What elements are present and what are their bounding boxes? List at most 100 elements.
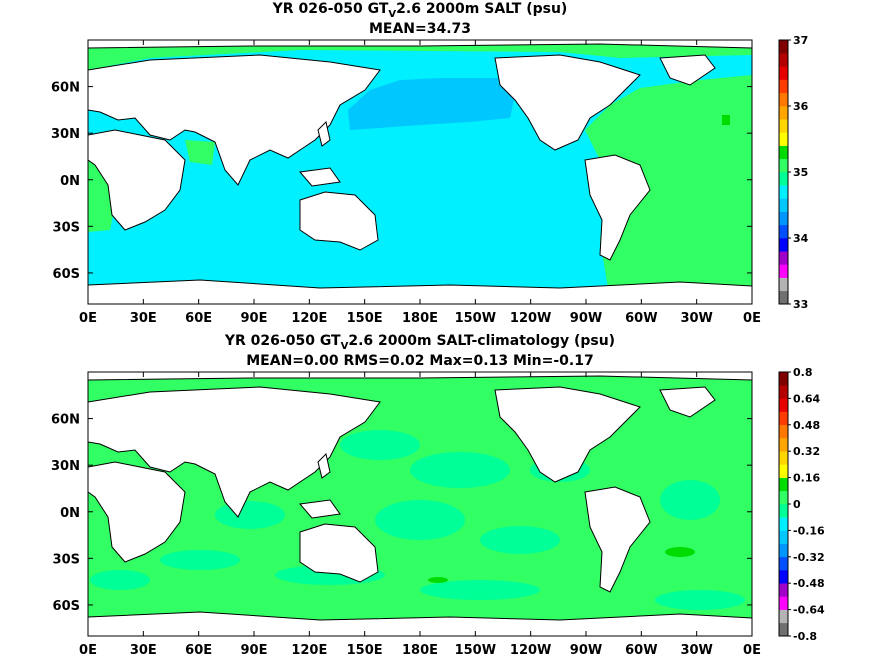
colorbar-swatch <box>779 290 788 305</box>
x-tick-label: 120E <box>291 643 327 658</box>
colorbar-swatch <box>779 451 788 465</box>
colorbar-swatch <box>779 570 788 584</box>
y-tick-label: 0N <box>60 506 80 521</box>
colorbar-swatch <box>779 385 788 399</box>
panel-subtitle: MEAN=0.00 RMS=0.02 Max=0.13 Min=-0.17 <box>246 353 593 369</box>
x-tick-label: 90W <box>570 311 602 326</box>
map-area <box>88 40 752 304</box>
colorbar-tick-label: 0.48 <box>793 419 820 432</box>
colorbar-swatch <box>779 251 788 265</box>
colorbar-swatch <box>779 583 788 597</box>
x-tick-label: 120W <box>510 643 551 658</box>
colorbar-swatch <box>779 490 788 505</box>
field-region-atlantic <box>585 75 752 300</box>
colorbar-tick-label: 35 <box>793 166 808 179</box>
colorbar-swatch <box>779 66 788 80</box>
x-tick-label: 150W <box>455 643 496 658</box>
y-tick-label: 30S <box>53 552 80 567</box>
x-tick-label: 0E <box>743 311 761 326</box>
x-tick-label: 120E <box>291 311 327 326</box>
land-australia <box>299 523 379 583</box>
x-tick-label: 90E <box>241 643 268 658</box>
anomaly-high-patch <box>665 547 695 557</box>
colorbar-swatch <box>779 556 788 571</box>
colorbar: 0.8 0.64 0.48 0.32 0.16 0 -0.16 -0.32 -0.48 -0.64… <box>778 366 825 643</box>
panel-salinity: YR 026-050 GTV2.6 2000m SALT (psu) MEAN=… <box>51 1 809 326</box>
colorbar-swatch <box>779 145 788 160</box>
y-tick-label: 60S <box>53 599 80 614</box>
colorbar-swatch <box>779 40 788 54</box>
colorbar-tick-label: 0.8 <box>793 366 813 379</box>
land-eurasia <box>88 54 381 186</box>
colorbar-swatch <box>779 438 788 452</box>
x-tick-label: 180E <box>402 311 438 326</box>
land-maritime <box>299 499 341 519</box>
colorbar-tick-label: -0.64 <box>793 604 825 617</box>
colorbar-swatch <box>779 517 788 531</box>
colorbar-tick-label: 0.64 <box>793 392 820 405</box>
y-tick-label: 0N <box>60 174 80 189</box>
colorbar-swatch <box>779 424 788 439</box>
colorbar-tick-label: -0.8 <box>793 630 817 643</box>
x-tick-label: 0E <box>79 311 97 326</box>
colorbar-tick-label: -0.32 <box>793 551 825 564</box>
colorbar-tick-label: 37 <box>793 34 808 47</box>
y-tick-label: 30S <box>53 220 80 235</box>
panel-title: YR 026-050 GTV2.6 2000m SALT (psu) <box>272 1 568 20</box>
colorbar-swatch <box>779 211 788 226</box>
land-north-america <box>494 54 641 151</box>
land-greenland <box>659 386 716 418</box>
y-axis-ticks: 60N 30N 0N 30S 60S <box>51 81 752 282</box>
colorbar-tick-label: 34 <box>793 232 809 245</box>
land-north-america <box>494 386 641 483</box>
land-antarctica <box>88 279 752 304</box>
land-greenland <box>659 54 716 86</box>
x-tick-label: 30E <box>130 311 157 326</box>
colorbar-tick-label: 0.32 <box>793 445 820 458</box>
colorbar-swatch <box>779 238 788 252</box>
anomaly-high-patch <box>428 577 448 583</box>
colorbar-tick-label: -0.16 <box>793 524 825 537</box>
colorbar-swatch <box>779 372 788 386</box>
x-tick-label: 150W <box>455 311 496 326</box>
colorbar-tick-label: 0 <box>793 498 801 511</box>
map-area <box>88 372 752 636</box>
colorbar-tick-label: -0.48 <box>793 577 825 590</box>
colorbar-tick-label: 0.16 <box>793 472 820 485</box>
colorbar-swatch <box>779 411 788 426</box>
field-region-north-pacific <box>348 78 515 130</box>
land-antarctica <box>88 611 752 636</box>
land-japan <box>317 453 331 479</box>
land-africa <box>88 129 186 231</box>
colorbar-swatch <box>779 543 788 558</box>
land-south-america <box>584 154 651 261</box>
colorbar-swatch <box>779 530 788 544</box>
colorbar-swatch <box>779 185 788 199</box>
panel-subtitle: MEAN=34.73 <box>369 21 471 37</box>
land-australia <box>299 191 379 251</box>
x-tick-label: 0E <box>79 643 97 658</box>
panel-anomaly: YR 026-050 GTV2.6 2000m SALT-climatology… <box>51 333 825 658</box>
colorbar-swatch <box>779 398 788 412</box>
colorbar-swatch <box>779 277 788 292</box>
field-region-arabian <box>185 140 215 165</box>
colorbar-swatch <box>779 224 788 239</box>
y-axis-ticks: 60N 30N 0N 30S 60S <box>51 413 752 614</box>
colorbar-swatch <box>779 609 788 624</box>
x-tick-label: 90E <box>241 311 268 326</box>
land-eurasia <box>88 386 381 518</box>
colorbar-swatch <box>779 92 788 107</box>
y-tick-label: 30N <box>51 127 80 142</box>
colorbar-swatch <box>779 119 788 133</box>
y-tick-label: 60N <box>51 81 80 96</box>
colorbar-swatch <box>779 504 788 518</box>
colorbar-tick-label: 33 <box>793 298 808 311</box>
colorbar-swatch <box>779 172 788 186</box>
colorbar-swatch <box>779 79 788 94</box>
panel-title: YR 026-050 GTV2.6 2000m SALT-climatology… <box>224 333 615 352</box>
x-tick-label: 120W <box>510 311 551 326</box>
colorbar-swatch <box>779 158 788 173</box>
x-tick-label: 30W <box>680 643 712 658</box>
colorbar-swatch <box>779 132 788 146</box>
